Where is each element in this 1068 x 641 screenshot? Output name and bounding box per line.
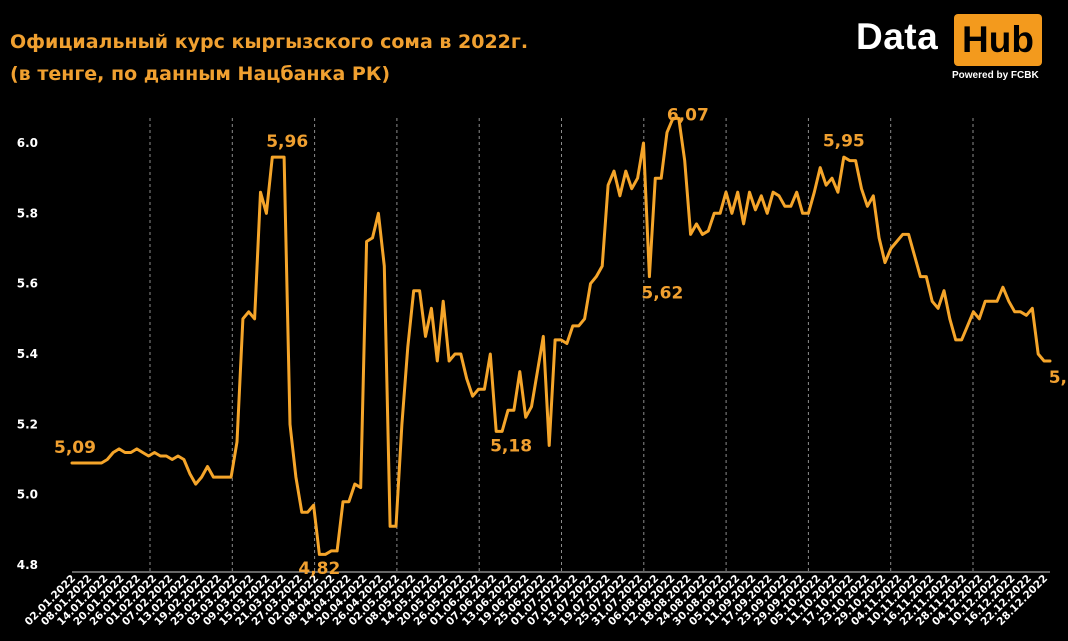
- x-axis: 02.01.202208.01.202214.01.202220.01.2022…: [23, 571, 1050, 628]
- y-tick-label: 4.8: [17, 558, 38, 572]
- annotations: 5,09 5,96 4,82 5,18 5,62 6,07 5,95 5,38: [54, 105, 1068, 579]
- chart-title-line1: Официальный курс кыргызского сома в 2022…: [10, 31, 529, 53]
- chart-title: Официальный курс кыргызского сома в 2022…: [10, 26, 528, 90]
- data-label: 5,95: [823, 132, 865, 152]
- chart-subtitle: (в тенге, по данным Нацбанка РК): [10, 63, 391, 85]
- y-tick-label: 5.4: [17, 347, 38, 361]
- logo-word-hub: Hub: [954, 14, 1042, 66]
- data-label: 5,09: [54, 438, 96, 458]
- data-label: 5,38: [1049, 368, 1068, 388]
- logo-word-data: Data: [856, 16, 939, 57]
- logo-subtitle: Powered by FCBK: [952, 70, 1039, 81]
- y-tick-label: 6.0: [17, 136, 38, 150]
- data-label: 5,96: [266, 132, 308, 152]
- data-label: 5,62: [641, 284, 683, 304]
- series-line: [70, 116, 1052, 556]
- data-label: 6,07: [667, 105, 709, 125]
- grid-lines: [149, 118, 974, 572]
- series-group: [70, 116, 1052, 556]
- y-tick-label: 5.6: [17, 277, 38, 291]
- y-tick-label: 5.2: [17, 417, 38, 431]
- data-label: 5,18: [490, 436, 532, 456]
- y-tick-label: 5.8: [17, 206, 38, 220]
- y-axis: 4.8 5.0 5.2 5.4 5.6 5.8 6.0: [17, 136, 38, 572]
- datahub-logo: Data Hub Powered by FCBK: [856, 14, 1046, 86]
- data-label: 4,82: [298, 559, 340, 579]
- y-tick-label: 5.0: [17, 488, 38, 502]
